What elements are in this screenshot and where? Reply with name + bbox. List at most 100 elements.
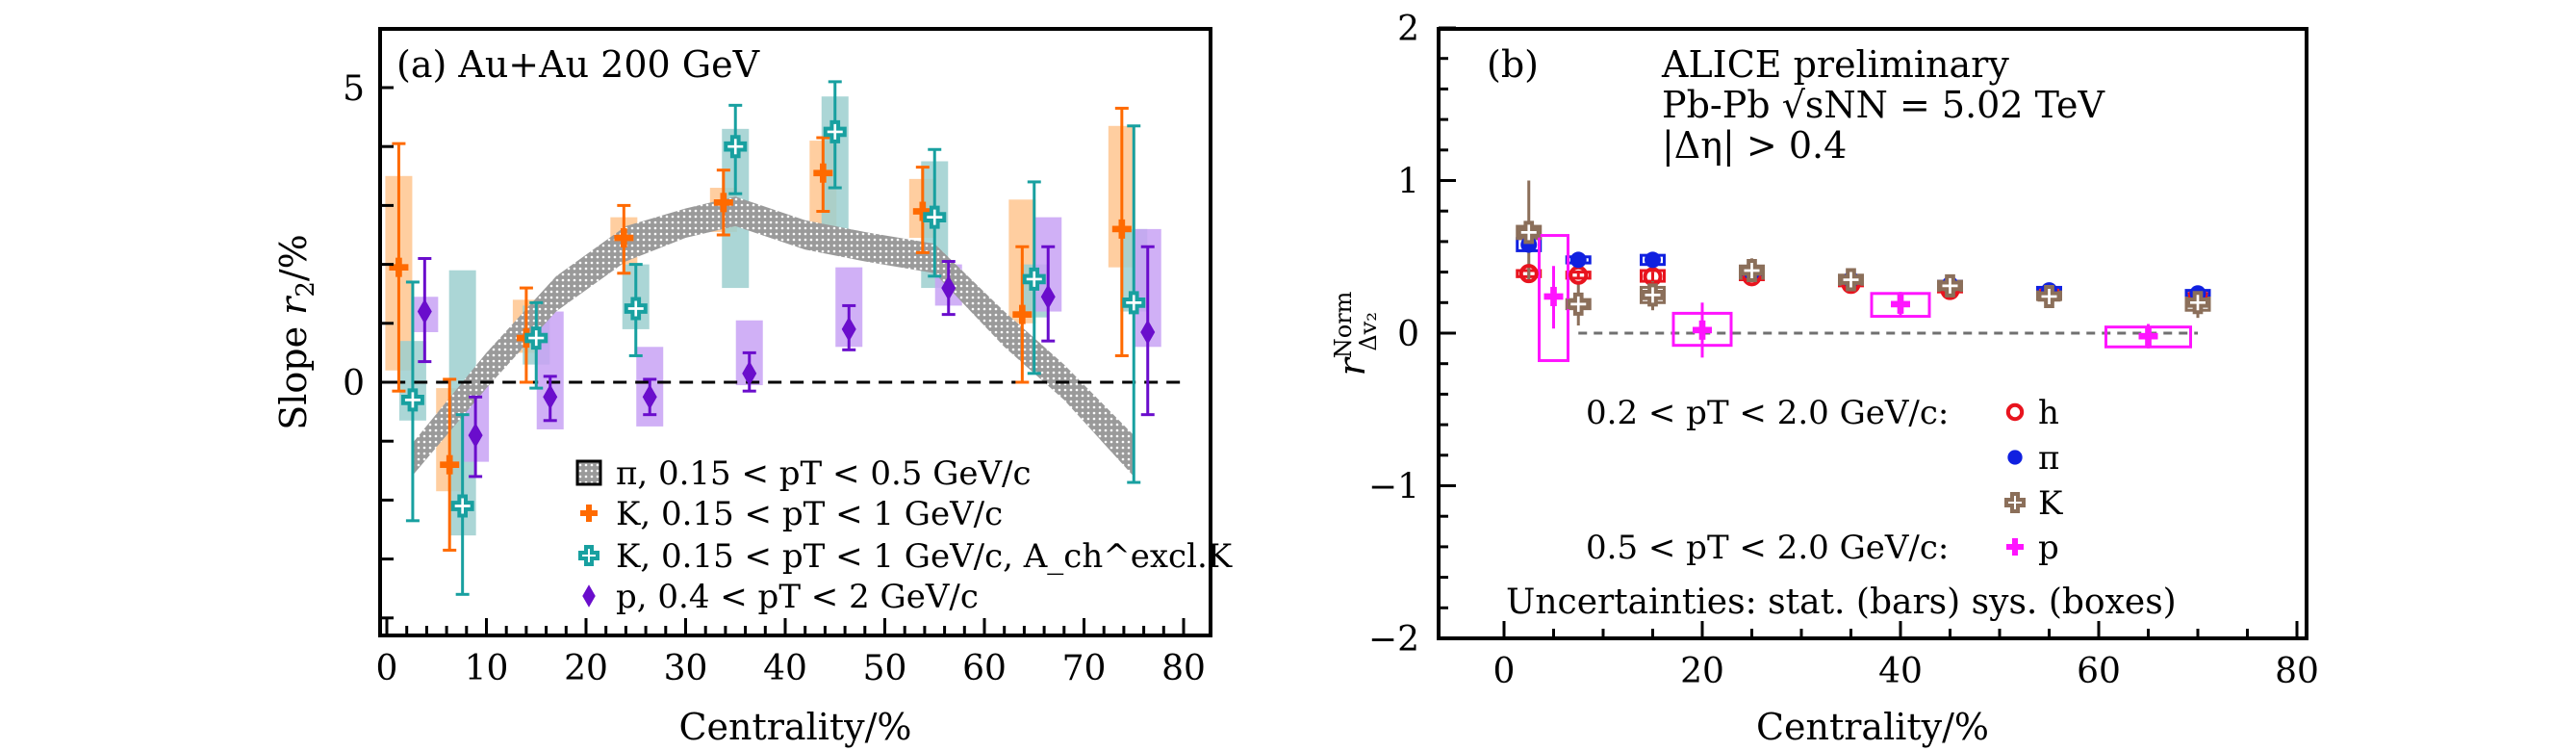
data-point-1-8 xyxy=(1122,291,1146,315)
x-tick-label-60: 60 xyxy=(2077,652,2121,691)
data-point-3-1-v xyxy=(1698,320,1706,340)
x-tick-label-80: 80 xyxy=(1161,649,1206,688)
panel-a: 0 10 20 30 40 50 60 70 80 0 5 (a) Au+Au 200 GeV Ce… xyxy=(272,27,1233,748)
x-tick-label-60: 60 xyxy=(962,649,1007,688)
data-point-0-7-v xyxy=(1018,304,1026,324)
x-tick-label-80: 80 xyxy=(2275,652,2319,691)
data-point-0-4-v xyxy=(720,193,727,213)
data-point-1-2 xyxy=(524,326,548,350)
legend-entry-2: K xyxy=(2038,484,2063,523)
legend-group-label-1: 0.5 < pT < 2.0 GeV/c: xyxy=(1586,529,1949,567)
data-point-1-7 xyxy=(1022,267,1046,291)
panel-a-label: (a) Au+Au 200 GeV xyxy=(396,43,760,86)
panel-a-markers xyxy=(389,119,1156,518)
legend-group-label-0: 0.2 < pT < 2.0 GeV/c: xyxy=(1586,394,1949,432)
data-point-1-2 xyxy=(1645,251,1661,269)
panel-b-stat-bars xyxy=(1527,180,2200,358)
y-tick-label--1: −1 xyxy=(1368,468,1419,507)
legend-marker-k-excl xyxy=(578,545,599,566)
data-point-2-1 xyxy=(468,423,483,449)
sys-box-3-0 xyxy=(1538,234,1569,363)
pion-band-area xyxy=(411,196,1135,477)
pion-band xyxy=(411,196,1135,477)
legend-marker-1 xyxy=(2007,450,2023,465)
x-tick-label-40: 40 xyxy=(763,649,807,688)
x-tick-label-50: 50 xyxy=(863,649,907,688)
panel-b-legend: 0.2 < pT < 2.0 GeV/c: 0.5 < pT < 2.0 GeV/… xyxy=(1586,394,2063,567)
data-point-2-6 xyxy=(941,275,956,301)
data-point-1-1 xyxy=(450,494,474,518)
y-label-sup: Norm xyxy=(1330,291,1357,358)
legend-text-1: K, 0.15 < pT < 1 GeV/c xyxy=(616,495,1003,533)
legend-text-0: π, 0.15 < pT < 0.5 GeV/c xyxy=(616,454,1032,493)
legend-marker-p xyxy=(582,584,596,608)
data-point-2-5 xyxy=(1938,273,1962,298)
panel-b-ticks: 0 20 40 60 80 −2 −1 0 1 2 xyxy=(1368,10,2319,691)
data-point-1-1 xyxy=(1569,251,1587,269)
data-point-1-4 xyxy=(724,135,748,159)
data-point-0-3-v xyxy=(620,228,627,248)
panel-b-sys-boxes xyxy=(1516,224,2211,363)
y-label-sub: Δv₂ xyxy=(1355,312,1382,351)
data-point-1-5 xyxy=(823,119,847,143)
data-point-0-0-v xyxy=(395,257,402,277)
data-point-2-0 xyxy=(1517,220,1541,245)
data-point-2-6 xyxy=(2037,284,2061,308)
panel-a-legend: π, 0.15 < pT < 0.5 GeV/cK, 0.15 < pT < 1… xyxy=(575,454,1233,616)
panel-b-markers xyxy=(1517,220,2209,347)
panel-b-label: (b) xyxy=(1487,43,1539,86)
data-point-3-2-v xyxy=(1897,294,1904,314)
y-label-r: r xyxy=(1331,355,1373,376)
legend-entry-0: h xyxy=(2038,394,2059,432)
annotation-eta-gap: |Δη| > 0.4 xyxy=(1662,124,1847,167)
y-label-r: r xyxy=(272,295,315,315)
data-point-2-2 xyxy=(543,384,558,410)
data-point-2-8 xyxy=(1140,319,1156,345)
x-tick-label-30: 30 xyxy=(664,649,708,688)
legend-text-3: p, 0.4 < pT < 2 GeV/c xyxy=(616,578,979,616)
panel-b-y-axis-label: rNormΔv₂ xyxy=(1330,291,1382,376)
y-tick-label-0: 0 xyxy=(1397,315,1419,354)
y-label-unit: /% xyxy=(272,234,315,281)
x-tick-label-0: 0 xyxy=(1493,652,1516,691)
data-point-1-3 xyxy=(624,297,648,321)
legend-marker-k-v xyxy=(586,505,592,522)
x-tick-label-40: 40 xyxy=(1878,652,1923,691)
data-point-2-7 xyxy=(1040,284,1056,310)
legend-entry-1: π xyxy=(2038,439,2059,478)
y-tick-label-5: 5 xyxy=(343,69,365,109)
panel-a-ticks: 0 10 20 30 40 50 60 70 80 0 5 xyxy=(343,69,1206,688)
data-point-2-1 xyxy=(1567,292,1591,316)
data-point-2-3 xyxy=(642,384,657,410)
legend-marker-0 xyxy=(2005,402,2025,422)
data-point-0-5-v xyxy=(819,163,827,183)
y-tick-label-0: 0 xyxy=(343,364,365,403)
annotation-alice-preliminary: ALICE preliminary xyxy=(1661,43,2009,86)
panel-a-x-axis-label: Centrality/% xyxy=(678,706,911,748)
data-point-2-3 xyxy=(1740,259,1764,283)
x-tick-label-0: 0 xyxy=(376,649,398,688)
y-tick-label--2: −2 xyxy=(1368,620,1419,660)
legend-marker-3-v xyxy=(2012,538,2018,556)
legend-band-swatch xyxy=(575,459,602,486)
y-tick-label-2: 2 xyxy=(1397,10,1419,49)
data-point-0-0 xyxy=(1518,264,1539,284)
y-tick-label-1: 1 xyxy=(1397,163,1419,202)
y-label-sub: 2 xyxy=(292,281,320,298)
data-point-0-6-v xyxy=(919,201,927,221)
x-tick-label-70: 70 xyxy=(1062,649,1107,688)
data-point-0-1-v xyxy=(446,454,453,475)
data-point-0-8-v xyxy=(1118,219,1126,239)
data-point-2-0 xyxy=(417,298,432,324)
x-tick-label-10: 10 xyxy=(465,649,509,688)
annotation-collision-system: Pb-Pb √sNN = 5.02 TeV xyxy=(1662,84,2104,126)
uncertainties-footnote: Uncertainties: stat. (bars) sys. (boxes) xyxy=(1506,583,2177,622)
data-point-2-4 xyxy=(742,360,757,386)
data-point-1-6 xyxy=(923,205,947,229)
panel-b-x-axis-label: Centrality/% xyxy=(1756,706,1989,748)
legend-text-2: K, 0.15 < pT < 1 GeV/c, A_ch^excl.K xyxy=(616,537,1233,576)
data-point-2-2 xyxy=(1641,283,1665,307)
data-point-3-3-v xyxy=(2145,326,2152,347)
data-point-2-5 xyxy=(841,316,856,342)
